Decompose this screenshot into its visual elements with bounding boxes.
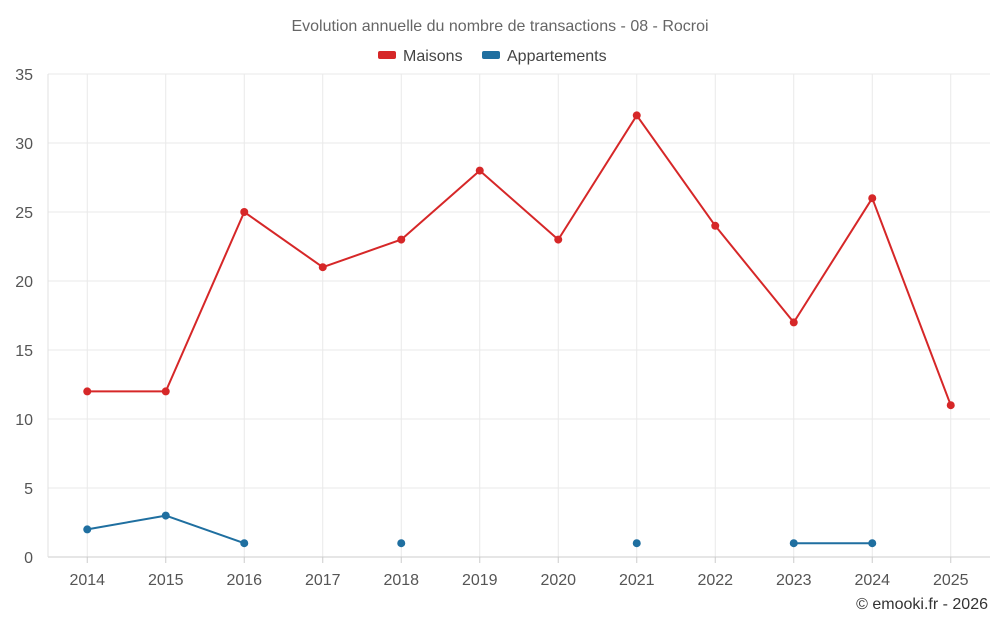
x-tick-label: 2014 [69, 572, 105, 589]
x-tick-label: 2019 [462, 572, 498, 589]
series-line-maisons [87, 114, 952, 406]
x-tick-label: 2017 [305, 572, 341, 589]
y-axis: 0 5 10 15 20 25 30 35 [15, 67, 33, 567]
data-point-maisons[interactable] [868, 194, 877, 203]
data-point-maisons[interactable] [161, 387, 170, 396]
legend: Maisons Appartements [378, 48, 607, 65]
data-point-appartements[interactable] [397, 539, 406, 548]
data-point-maisons[interactable] [475, 166, 484, 175]
series-maisons [83, 111, 955, 410]
data-point-maisons[interactable] [632, 111, 641, 120]
chart-title: Evolution annuelle du nombre de transact… [291, 18, 708, 35]
legend-item-maisons[interactable]: Maisons [378, 48, 463, 65]
legend-label-appartements: Appartements [507, 48, 607, 65]
legend-swatch-appartements [482, 51, 500, 59]
x-tick-label: 2016 [226, 572, 262, 589]
x-tick-label: 2018 [383, 572, 419, 589]
y-tick-label: 20 [15, 274, 33, 291]
y-tick-label: 30 [15, 136, 33, 153]
data-point-maisons[interactable] [946, 401, 955, 410]
y-tick-label: 25 [15, 205, 33, 222]
data-point-appartements[interactable] [632, 539, 641, 548]
x-tick-label: 2020 [540, 572, 576, 589]
y-tick-label: 15 [15, 343, 33, 360]
y-tick-label: 35 [15, 67, 33, 84]
data-point-appartements[interactable] [161, 511, 170, 520]
data-point-appartements[interactable] [789, 539, 798, 548]
legend-swatch-maisons [378, 51, 396, 59]
data-point-maisons[interactable] [318, 263, 327, 272]
x-tick-label: 2023 [776, 572, 812, 589]
data-point-appartements[interactable] [868, 539, 877, 548]
x-axis: 2014 2015 2016 2017 2018 2019 2020 2021 2022 2023… [69, 557, 969, 589]
credit-text: © emooki.fr - 2026 [856, 596, 988, 613]
x-tick-label: 2022 [697, 572, 733, 589]
data-point-appartements[interactable] [240, 539, 249, 548]
x-tick-label: 2025 [933, 572, 969, 589]
x-tick-label: 2015 [148, 572, 184, 589]
data-point-appartements[interactable] [83, 525, 92, 534]
grid [47, 73, 990, 558]
legend-item-appartements[interactable]: Appartements [482, 48, 607, 65]
data-point-maisons[interactable] [397, 235, 406, 244]
y-tick-label: 10 [15, 412, 33, 429]
data-point-maisons[interactable] [554, 235, 563, 244]
x-tick-label: 2021 [619, 572, 655, 589]
data-point-maisons[interactable] [83, 387, 92, 396]
series [83, 111, 955, 548]
data-point-maisons[interactable] [711, 221, 720, 230]
y-tick-label: 0 [24, 550, 33, 567]
data-point-maisons[interactable] [789, 318, 798, 327]
series-appartements [83, 511, 877, 548]
data-point-maisons[interactable] [240, 208, 249, 216]
x-tick-label: 2024 [854, 572, 890, 589]
y-tick-label: 5 [24, 481, 33, 498]
legend-label-maisons: Maisons [403, 48, 463, 65]
